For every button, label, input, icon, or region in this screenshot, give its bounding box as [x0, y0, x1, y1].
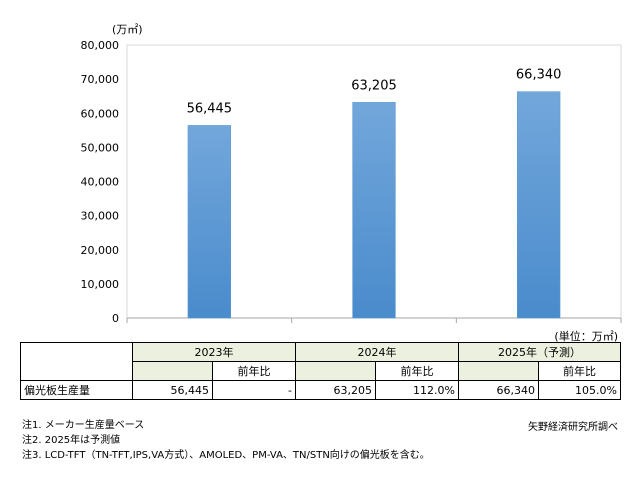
value-cell: 56,445 — [132, 380, 213, 400]
year-header: 2025年（予測） — [458, 342, 621, 362]
bar — [517, 91, 561, 319]
footnote: 注2. 2025年は予測値 — [22, 435, 121, 446]
y-tick-label: 40,000 — [81, 176, 120, 189]
table-header-row: 2023年 2024年 2025年（予測） — [20, 342, 621, 381]
bar — [352, 102, 396, 319]
y-axis-unit: (万㎡) — [112, 23, 143, 36]
value-subheader — [132, 361, 213, 381]
year-header: 2024年 — [295, 342, 459, 362]
value-cell: 63,205 — [295, 380, 376, 400]
table-subheader-row: 前年比 前年比 前年比 — [21, 361, 621, 381]
data-table: 2023年 2024年 2025年（予測） 前年比 前年比 前年比 偏光板生産量… — [20, 342, 621, 400]
value-cell: 66,340 — [458, 380, 539, 400]
bar-chart: (万㎡) 0 10,000 20,000 30,000 40,000 50,000 60,0… — [81, 23, 622, 325]
y-tick-label: 70,000 — [81, 73, 120, 86]
bar-data-label: 63,205 — [351, 78, 397, 93]
table-unit-caption: (単位：万㎡) — [554, 330, 618, 343]
row-label: 偏光板生産量 — [20, 380, 133, 400]
source-credit: 矢野経済研究所調べ — [528, 422, 618, 433]
value-subheader — [458, 361, 539, 381]
y-tick-label: 20,000 — [81, 244, 120, 257]
value-subheader — [295, 361, 376, 381]
ratio-cell: 105.0% — [538, 380, 621, 400]
bar-data-label: 56,445 — [187, 101, 233, 116]
bar — [187, 125, 231, 319]
ratio-cell: - — [212, 380, 296, 400]
y-tick-label: 10,000 — [81, 278, 120, 291]
footnote: 注3. LCD-TFT（TN-TFT,IPS,VA方式）、AMOLED、PM-V… — [22, 450, 430, 461]
y-tick-label: 0 — [112, 312, 119, 325]
bar-data-label: 66,340 — [516, 68, 562, 83]
footnote: 注1. メーカー生産量ベース — [22, 420, 145, 431]
ratio-subheader: 前年比 — [375, 361, 459, 381]
ratio-cell: 112.0% — [375, 380, 459, 400]
ratio-subheader: 前年比 — [212, 361, 296, 381]
footnotes: 注1. メーカー生産量ベース 注2. 2025年は予測値 注3. LCD-TFT… — [22, 418, 622, 463]
table-row: 偏光板生産量 56,445 - 63,205 112.0% 66,340 105… — [20, 380, 621, 400]
year-header: 2023年 — [132, 342, 296, 362]
table-corner — [20, 342, 133, 381]
ratio-subheader: 前年比 — [538, 361, 621, 381]
y-tick-label: 60,000 — [81, 107, 120, 120]
y-tick-label: 80,000 — [81, 39, 120, 52]
y-tick-label: 30,000 — [81, 210, 120, 223]
y-tick-label: 50,000 — [81, 141, 120, 154]
